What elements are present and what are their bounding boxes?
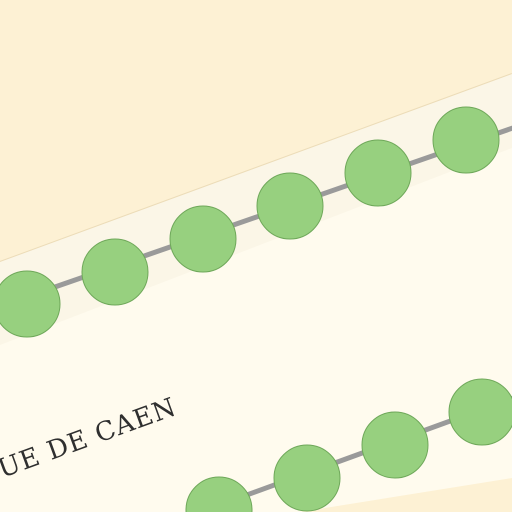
- stop-marker[interactable]: [274, 445, 340, 511]
- stop-marker[interactable]: [82, 239, 148, 305]
- stop-marker[interactable]: [257, 173, 323, 239]
- stop-marker[interactable]: [0, 271, 60, 337]
- stop-marker[interactable]: [362, 412, 428, 478]
- stop-marker[interactable]: [433, 107, 499, 173]
- stop-marker[interactable]: [345, 140, 411, 206]
- stop-marker[interactable]: [449, 379, 512, 445]
- stop-marker[interactable]: [170, 206, 236, 272]
